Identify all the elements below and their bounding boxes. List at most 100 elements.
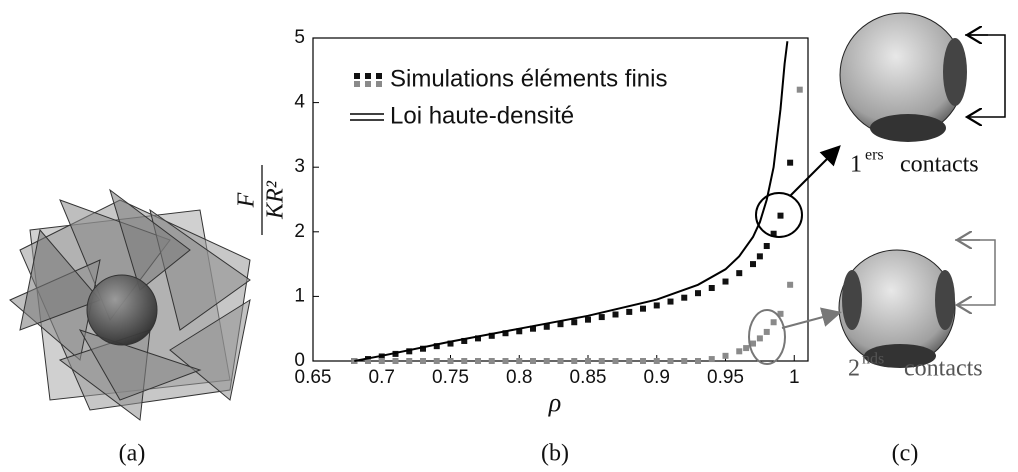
x-tick-label: 0.9	[644, 367, 670, 388]
legend-marker	[354, 73, 360, 79]
marker	[502, 330, 509, 337]
marker	[626, 358, 633, 364]
marker	[708, 356, 715, 363]
marker	[447, 340, 454, 347]
arrow	[789, 145, 841, 197]
first-contacts-text: contacts	[900, 152, 979, 178]
marker	[447, 358, 454, 364]
marker	[571, 319, 578, 326]
marker	[763, 243, 770, 250]
marker	[585, 358, 591, 364]
marker	[598, 358, 605, 364]
marker	[736, 270, 743, 277]
y-tick-label: 2	[294, 221, 305, 242]
panel-label: (a)	[119, 441, 146, 467]
legend-label: Loi haute-densité	[390, 102, 574, 129]
marker	[777, 310, 784, 317]
marker	[488, 332, 495, 339]
marker	[612, 311, 619, 318]
polyhedra-illustration	[9, 188, 251, 421]
x-tick-label: 0.65	[295, 367, 332, 388]
x-tick-label: 0.75	[432, 367, 469, 388]
marker	[420, 358, 426, 364]
marker	[598, 314, 605, 321]
marker	[475, 335, 481, 342]
marker	[433, 343, 440, 350]
y-tick-label: 1	[294, 285, 305, 306]
arrow	[781, 307, 842, 329]
curve	[354, 41, 789, 362]
second-contacts-sup: nds	[862, 351, 884, 368]
marker	[681, 358, 688, 364]
x-axis-label: ρ	[548, 388, 561, 417]
marker	[770, 319, 777, 326]
contact-illustration: 1 ers contacts 2 nds contacts	[838, 12, 1006, 382]
marker	[516, 358, 523, 364]
marker	[475, 358, 481, 364]
marker	[543, 323, 550, 330]
marker	[756, 253, 763, 260]
y-axis-label-denominator: KR²	[263, 180, 289, 220]
marker	[392, 358, 399, 364]
highlight-circle	[755, 192, 803, 238]
marker	[722, 278, 729, 285]
marker	[750, 340, 756, 347]
marker	[571, 358, 578, 364]
y-tick-label: 5	[294, 27, 305, 48]
second-contacts-text: contacts	[904, 356, 983, 382]
marker	[743, 345, 750, 352]
legend-marker	[365, 73, 371, 79]
second-contacts-number: 2	[848, 356, 860, 382]
marker	[756, 335, 763, 342]
marker	[557, 321, 564, 328]
first-contacts-number: 1	[850, 152, 862, 178]
x-tick-label: 0.8	[506, 367, 532, 388]
marker	[585, 316, 591, 323]
marker	[736, 348, 743, 355]
highlight-circle	[748, 309, 786, 365]
plot: 0 1 2 3 4 5 0.65 0.7 0.75 0.8 0.85 0.9 0.95 1 Simulati…	[294, 27, 842, 388]
x-tick-label: 1	[789, 367, 800, 388]
marker	[351, 358, 358, 364]
x-tick-label: 0.85	[570, 367, 607, 388]
y-tick-label: 4	[294, 92, 305, 113]
x-tick-label: 0.95	[707, 367, 744, 388]
marker	[557, 358, 564, 364]
marker	[530, 358, 536, 364]
marker	[378, 358, 385, 364]
marker	[653, 302, 660, 309]
legend-marker	[376, 73, 382, 79]
y-tick-label: 0	[294, 350, 305, 371]
panel-label: (c)	[892, 441, 919, 467]
marker	[777, 212, 784, 219]
marker	[461, 337, 468, 344]
marker	[787, 159, 794, 166]
marker	[667, 298, 674, 305]
marker	[420, 345, 426, 352]
marker	[543, 358, 550, 364]
marker	[667, 358, 674, 364]
marker	[433, 358, 440, 364]
marker	[681, 294, 688, 301]
marker	[695, 290, 701, 297]
legend-marker	[376, 81, 382, 87]
marker	[461, 358, 468, 364]
marker	[708, 285, 715, 292]
marker	[530, 325, 536, 332]
marker	[653, 358, 660, 364]
marker	[796, 86, 803, 93]
legend-marker	[365, 81, 371, 87]
marker	[406, 358, 413, 364]
marker	[502, 358, 509, 364]
marker	[640, 305, 646, 312]
marker	[750, 261, 756, 268]
marker	[640, 358, 646, 364]
legend-marker	[354, 81, 360, 87]
marker	[406, 348, 413, 355]
marker	[787, 281, 794, 288]
marker	[612, 358, 619, 364]
marker	[722, 352, 729, 359]
marker	[695, 358, 701, 364]
panel-label: (b)	[541, 441, 569, 467]
